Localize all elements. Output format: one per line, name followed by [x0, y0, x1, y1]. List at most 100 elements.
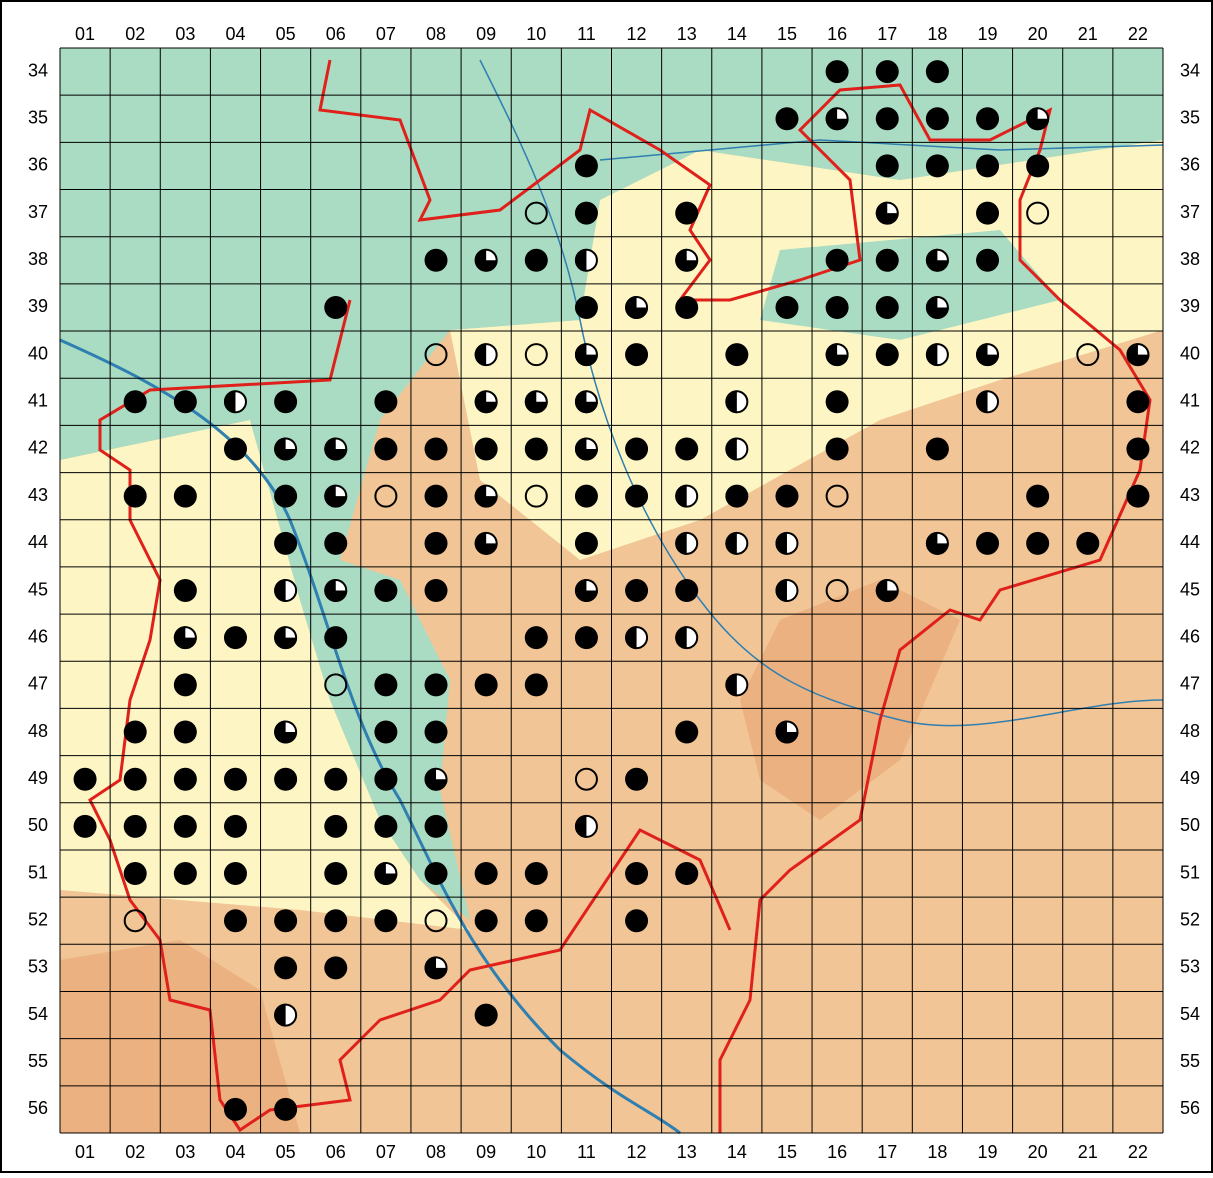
dot-fill [425, 721, 448, 744]
dot-fill [525, 862, 548, 885]
dot-fill [625, 768, 648, 791]
dot-fill [124, 390, 147, 413]
row-label: 56 [28, 1098, 48, 1118]
occurrence-dot [575, 626, 598, 649]
dot-fill [174, 862, 197, 885]
dot-fill [74, 768, 97, 791]
occurrence-dot [174, 768, 197, 791]
row-label: 52 [1180, 909, 1200, 929]
occurrence-dot [274, 1098, 297, 1121]
column-label: 15 [777, 24, 797, 44]
occurrence-dot [1026, 532, 1049, 555]
occurrence-dot [876, 296, 899, 319]
occurrence-dot [525, 673, 548, 696]
dot-fill [224, 437, 247, 460]
occurrence-dot [976, 202, 999, 225]
dot-fill [625, 579, 648, 602]
column-label: 13 [677, 1142, 697, 1162]
occurrence-dot [425, 862, 448, 885]
occurrence-dot [675, 249, 698, 272]
occurrence-dot [1126, 343, 1149, 366]
row-label: 44 [28, 532, 48, 552]
row-label: 53 [1180, 957, 1200, 977]
occurrence-dot [475, 862, 498, 885]
dot-fill [575, 154, 598, 177]
dot-fill [675, 862, 698, 885]
occurrence-dot [926, 532, 949, 555]
dot-fill [826, 60, 849, 83]
dot-fill [124, 815, 147, 838]
occurrence-dot [124, 768, 147, 791]
occurrence-dot [725, 343, 748, 366]
row-label: 38 [1180, 249, 1200, 269]
dot-fill [525, 673, 548, 696]
occurrence-dot [274, 909, 297, 932]
occurrence-dot [425, 437, 448, 460]
occurrence-dot [926, 60, 949, 83]
row-label: 50 [1180, 815, 1200, 835]
occurrence-dot [374, 909, 397, 932]
occurrence-dot [274, 626, 297, 649]
dot-fill [826, 437, 849, 460]
occurrence-dot [1126, 437, 1149, 460]
occurrence-dot [876, 343, 899, 366]
dot-fill [575, 296, 598, 319]
dot-fill [374, 768, 397, 791]
occurrence-dot [1126, 485, 1149, 508]
dot-fill [425, 862, 448, 885]
column-label: 14 [727, 1142, 747, 1162]
dot-fill [374, 390, 397, 413]
occurrence-dot [525, 437, 548, 460]
occurrence-dot [324, 532, 347, 555]
dot-fill [625, 909, 648, 932]
occurrence-dot [224, 437, 247, 460]
occurrence-dot [976, 343, 999, 366]
occurrence-dot [374, 579, 397, 602]
dot-fill [1026, 532, 1049, 555]
dot-fill [174, 721, 197, 744]
column-label: 16 [827, 24, 847, 44]
occurrence-dot [625, 437, 648, 460]
occurrence-dot [124, 485, 147, 508]
occurrence-dot [826, 390, 849, 413]
dot-fill [425, 532, 448, 555]
occurrence-dot [625, 485, 648, 508]
occurrence-dot [174, 579, 197, 602]
occurrence-dot [274, 532, 297, 555]
dot-fill [224, 909, 247, 932]
row-label: 53 [28, 957, 48, 977]
row-label: 34 [28, 60, 48, 80]
occurrence-dot [374, 390, 397, 413]
dot-fill [74, 815, 97, 838]
row-label: 56 [1180, 1098, 1200, 1118]
column-label: 08 [426, 1142, 446, 1162]
occurrence-dot [876, 202, 899, 225]
row-label: 50 [28, 815, 48, 835]
dot-fill [826, 296, 849, 319]
dot-fill [224, 1098, 247, 1121]
dot-fill [525, 437, 548, 460]
dot-fill [876, 154, 899, 177]
occurrence-dot [575, 390, 598, 413]
dot-fill [876, 249, 899, 272]
occurrence-dot [324, 437, 347, 460]
dot-fill [976, 202, 999, 225]
occurrence-dot [926, 249, 949, 272]
occurrence-dot [675, 296, 698, 319]
column-label: 12 [627, 1142, 647, 1162]
occurrence-dot [324, 296, 347, 319]
dot-fill [374, 579, 397, 602]
occurrence-dot [374, 673, 397, 696]
column-label: 05 [276, 24, 296, 44]
occurrence-dot [675, 579, 698, 602]
row-label: 46 [28, 626, 48, 646]
column-label: 15 [777, 1142, 797, 1162]
occurrence-dot [775, 485, 798, 508]
column-label: 14 [727, 24, 747, 44]
occurrence-dot [475, 532, 498, 555]
row-label: 40 [1180, 343, 1200, 363]
dot-fill [324, 532, 347, 555]
dot-fill [525, 626, 548, 649]
column-label: 05 [276, 1142, 296, 1162]
dot-fill [174, 485, 197, 508]
